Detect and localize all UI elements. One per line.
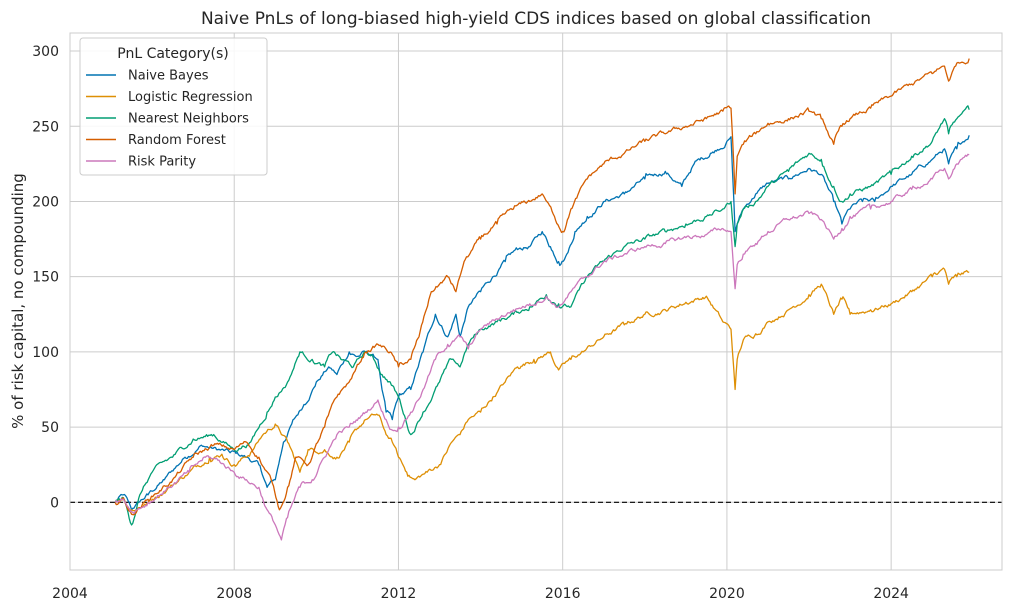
legend-label: Naive Bayes	[128, 69, 209, 84]
legend-label: Nearest Neighbors	[128, 112, 249, 127]
x-tick-label: 2024	[873, 586, 909, 602]
series-line-random-forest	[114, 58, 970, 516]
legend-box	[79, 37, 268, 176]
chart-title: Naive PnLs of long-biased high-yield CDS…	[201, 9, 871, 29]
x-tick-label: 2016	[545, 586, 581, 602]
series-line-nearest-neighbors	[114, 105, 970, 526]
x-tick-labels: 2004 2008 2012 2016 2020 2024	[52, 586, 909, 602]
y-tick-label: 150	[32, 270, 59, 286]
y-tick-labels: 0 50 100 150 200 250 300	[32, 44, 59, 511]
y-axis-label: % of risk capital, no compounding	[9, 173, 27, 429]
legend-label: Random Forest	[128, 133, 226, 148]
x-tick-label: 2020	[709, 586, 745, 602]
legend-label: Risk Parity	[128, 155, 196, 170]
y-tick-label: 200	[32, 194, 59, 210]
y-tick-label: 300	[32, 44, 59, 60]
series-line-logistic-regression	[114, 267, 970, 512]
x-tick-label: 2008	[216, 586, 252, 602]
legend-items: Naive Bayes Logistic Regression Nearest Ne…	[86, 69, 253, 170]
y-tick-label: 100	[32, 345, 59, 361]
legend-label: Logistic Regression	[128, 90, 253, 105]
y-tick-label: 250	[32, 119, 59, 135]
plot-frame	[69, 32, 1003, 571]
series-layer	[114, 58, 970, 541]
series-line-naive-bayes	[114, 135, 970, 511]
series-line-risk-parity	[114, 153, 970, 541]
legend-title: PnL Category(s)	[117, 46, 229, 62]
x-tick-label: 2012	[381, 586, 417, 602]
y-tick-label: 0	[50, 495, 59, 511]
legend: PnL Category(s) Naive Bayes Logistic Regr…	[79, 37, 268, 176]
y-tick-label: 50	[41, 420, 59, 436]
x-tick-label: 2004	[52, 586, 88, 602]
